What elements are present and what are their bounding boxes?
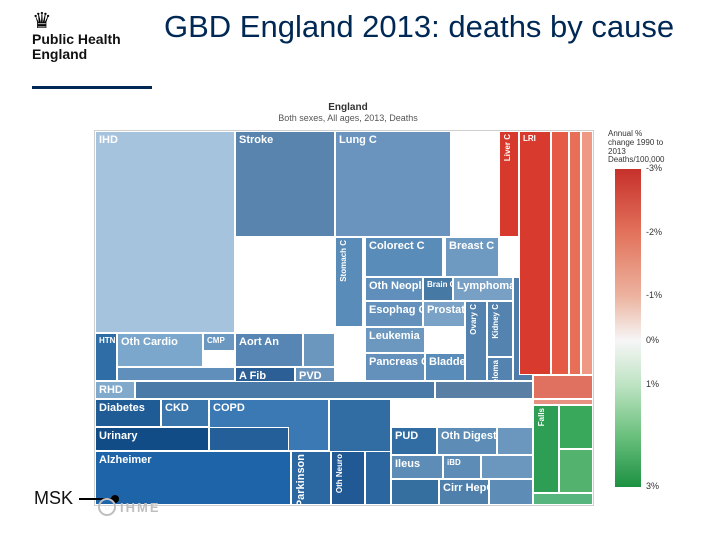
treemap-cell — [303, 333, 335, 367]
treemap-cell: Oth Neuro — [331, 451, 365, 505]
treemap-cell — [497, 427, 533, 455]
phe-text-1: Public Health — [32, 31, 121, 47]
treemap-cell: Parkinson — [291, 451, 331, 505]
slide-title: GBD England 2013: deaths by cause — [164, 8, 684, 46]
treemap-cell: Ovary C — [465, 301, 487, 381]
chart-title-2: Both sexes, All ages, 2013, Deaths — [88, 113, 608, 123]
treemap-cell — [365, 451, 391, 505]
treemap-cell: Pancreas C — [365, 353, 425, 381]
legend-title: Annual % change 1990 to 2013 Deaths/100,… — [608, 130, 670, 165]
treemap-cell: Oth Digest — [437, 427, 497, 455]
treemap-cell: Prostate C — [423, 301, 465, 327]
treemap-cell — [581, 131, 593, 375]
treemap-cell — [489, 479, 533, 505]
ihme-text: IHME — [120, 500, 161, 515]
legend-bar — [614, 168, 642, 488]
treemap-cell — [135, 381, 435, 399]
treemap-cell — [569, 131, 581, 375]
legend-tick: 0% — [646, 335, 659, 345]
ihme-globe-icon: ◌ — [98, 498, 116, 516]
treemap-cell: Stroke — [235, 131, 335, 237]
treemap-cell — [435, 381, 533, 399]
treemap-cell: Oth Cardio — [117, 333, 203, 367]
phe-logo-text: Public Health England — [32, 32, 152, 63]
treemap-cell — [117, 367, 235, 381]
treemap-cell: Lymphoma — [453, 277, 513, 301]
legend-tick: -1% — [646, 290, 662, 300]
treemap-cell: Liver C — [499, 131, 519, 237]
treemap-cell: Oth Neopla — [365, 277, 423, 301]
treemap-cell: HTN HD — [95, 333, 117, 381]
treemap-cell: IHD — [95, 131, 235, 333]
treemap-cell — [209, 427, 289, 451]
treemap-cell: Aort An — [235, 333, 303, 367]
treemap-cell: Colorect C — [365, 237, 443, 277]
legend-tick: 3% — [646, 481, 659, 491]
treemap-cell: Leukemia — [365, 327, 425, 353]
treemap-cell: Lung C — [335, 131, 451, 237]
treemap-cell: Brain C — [423, 277, 453, 301]
treemap-cell: Kidney C — [487, 301, 513, 357]
treemap-cell — [551, 131, 569, 375]
treemap-cell: CKD — [161, 399, 209, 427]
gbd-treemap: England Both sexes, All ages, 2013, Deat… — [88, 102, 680, 520]
phe-text-2: England — [32, 47, 152, 62]
treemap-cell: Diabetes — [95, 399, 161, 427]
treemap-cell: Myeloma — [487, 357, 513, 381]
treemap-cell: Alzheimer — [95, 451, 291, 505]
logo-rule — [32, 86, 152, 89]
treemap-cell: Cirr HepC — [439, 479, 489, 505]
treemap-cell: Ileus — [391, 455, 443, 479]
treemap-canvas: IHDHTN HDOth CardioCMPRHDStrokeAort AnA … — [94, 130, 594, 506]
treemap-cell: CMP — [203, 333, 235, 351]
treemap-cell — [391, 479, 439, 505]
treemap-cell: LRI — [519, 131, 551, 375]
treemap-cell: Esophag C — [365, 301, 423, 327]
treemap-cell: Bladder C — [425, 353, 465, 381]
legend-tick: -3% — [646, 163, 662, 173]
chart-title-1: England — [328, 102, 367, 113]
legend-tick: -2% — [646, 227, 662, 237]
crown-icon: ♛ — [32, 10, 152, 32]
treemap-cell: PUD — [391, 427, 437, 455]
treemap-cell: Breast C — [445, 237, 499, 277]
chart-title: England Both sexes, All ages, 2013, Deat… — [88, 102, 608, 123]
legend-tick: 1% — [646, 379, 659, 389]
msk-label: MSK — [34, 488, 73, 509]
treemap-cell: Urinary — [95, 427, 209, 451]
legend: Annual % change 1990 to 2013 Deaths/100,… — [608, 130, 670, 506]
phe-logo: ♛ Public Health England — [32, 10, 152, 63]
treemap-cell — [559, 449, 593, 493]
treemap-cell — [533, 493, 593, 505]
treemap-cell: iBD — [443, 455, 481, 479]
treemap-cell: Falls — [533, 405, 559, 493]
treemap-cell: Stomach C — [335, 237, 363, 327]
treemap-cell — [481, 455, 533, 479]
ihme-watermark: ◌ IHME — [98, 498, 161, 516]
treemap-cell — [533, 375, 593, 399]
treemap-cell — [559, 405, 593, 449]
treemap-cell: RHD — [95, 381, 135, 399]
